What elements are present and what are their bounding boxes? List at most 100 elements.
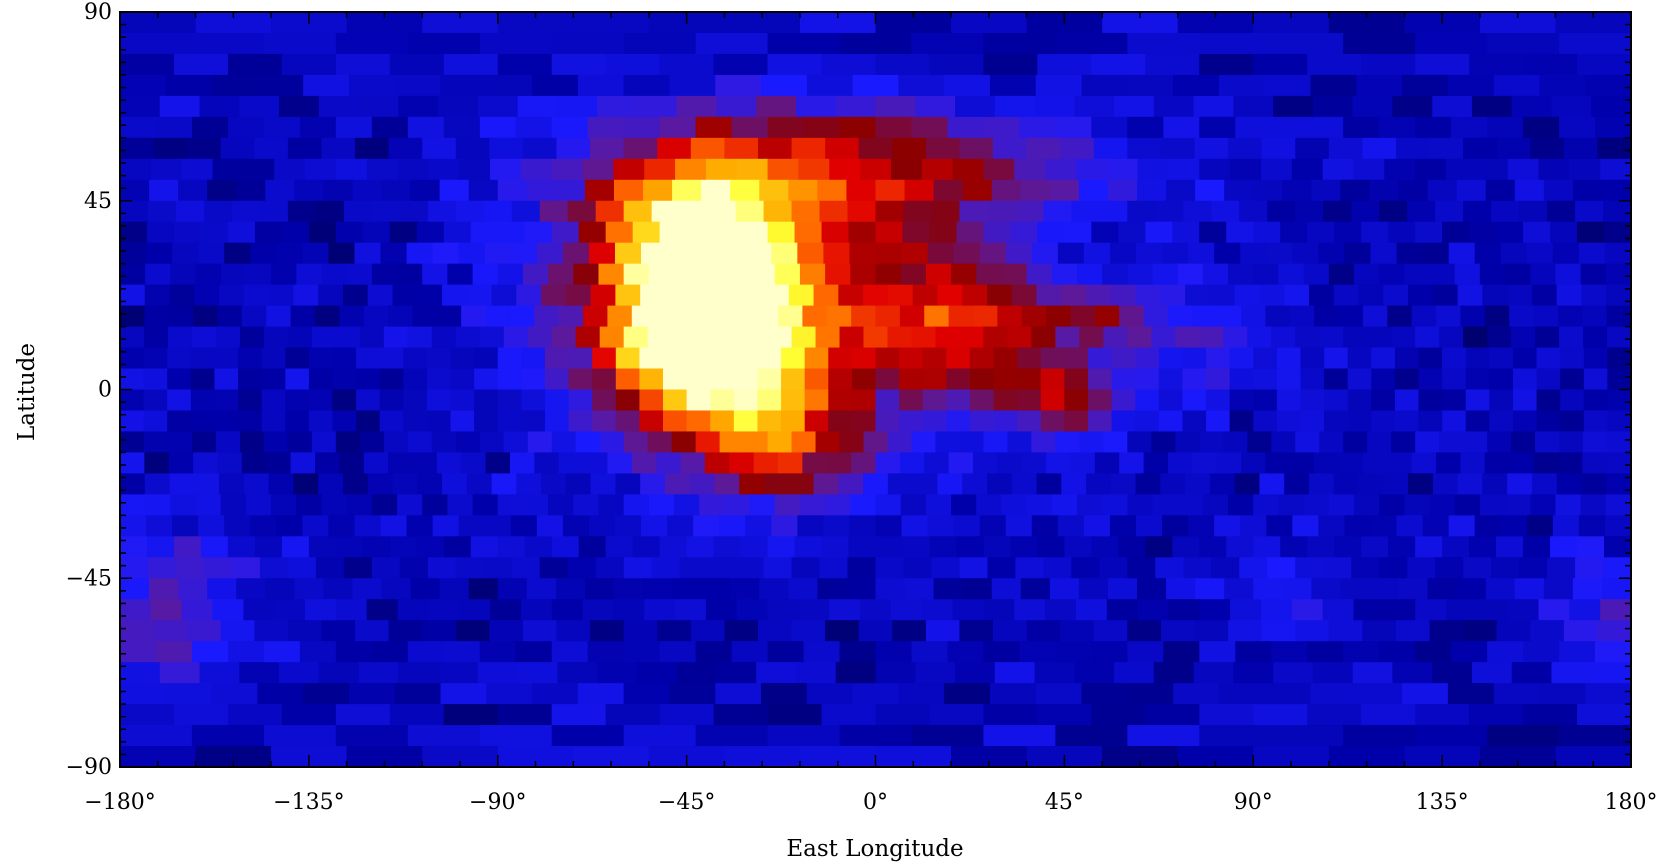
heatmap-cell [1119, 305, 1145, 328]
heatmap-cell [904, 578, 935, 600]
heatmap-cell [342, 473, 369, 495]
heatmap-cell [641, 515, 668, 537]
heatmap-cell [335, 431, 361, 454]
heatmap-cell [1158, 368, 1184, 391]
heatmap-cell [614, 515, 642, 537]
heatmap-cell [491, 284, 517, 307]
heatmap-cell [517, 95, 558, 118]
heatmap-cell [1307, 53, 1362, 76]
y-axis-title: Latitude [14, 343, 40, 441]
heatmap-cell [1017, 389, 1042, 412]
heatmap-cell [1384, 158, 1416, 181]
heatmap-cell [1415, 32, 1488, 55]
heatmap-cell [323, 578, 354, 600]
heatmap-cell [1303, 263, 1330, 286]
heatmap-cell [527, 431, 553, 454]
heatmap-cell [1307, 116, 1344, 139]
heatmap-cell [1035, 683, 1083, 705]
heatmap-cell [1160, 284, 1186, 307]
heatmap-cell [1195, 179, 1225, 202]
heatmap-cell [1093, 137, 1128, 160]
heatmap-cell [120, 431, 145, 454]
heatmap-cell [416, 536, 445, 558]
heatmap-cell [1155, 200, 1184, 223]
heatmap-cell [191, 32, 265, 55]
heatmap-cell [757, 389, 782, 412]
heatmap-cell [821, 704, 877, 726]
heatmap-cell [203, 200, 233, 223]
heatmap-cell [348, 683, 396, 705]
heatmap-cell [724, 137, 759, 160]
heatmap-cell [1145, 53, 1200, 76]
heatmap-cell [1253, 704, 1308, 726]
heatmap-cell [1211, 200, 1240, 223]
heatmap-cell [150, 158, 183, 181]
heatmap-cell [1463, 137, 1498, 160]
heatmap-cell [875, 557, 905, 579]
heatmap-cell [178, 578, 208, 600]
heatmap-cell [797, 515, 824, 537]
heatmap-cell [686, 410, 711, 433]
heatmap-cell [1343, 32, 1416, 55]
heatmap-cell [352, 578, 383, 600]
heatmap-cell [144, 473, 171, 495]
heatmap-cell [1583, 326, 1608, 349]
heatmap-cell [1328, 494, 1355, 516]
heatmap-cell [1476, 599, 1509, 621]
heatmap-cell [224, 515, 251, 537]
y-tick-label: 45 [84, 189, 112, 214]
heatmap-cell [170, 263, 197, 286]
heatmap-cell [767, 641, 805, 663]
heatmap-cell [474, 410, 499, 433]
heatmap-cell [976, 263, 1003, 286]
heatmap-cell [695, 116, 733, 139]
heatmap-cell [173, 221, 202, 244]
heatmap-cell [191, 116, 229, 139]
heatmap-cell [191, 725, 265, 747]
heatmap-cell [220, 263, 247, 286]
heatmap-cell [1037, 536, 1065, 558]
heatmap-cell [436, 305, 462, 328]
heatmap-cell [1194, 137, 1229, 160]
heatmap-cell [875, 95, 916, 118]
heatmap-cell [1291, 599, 1324, 621]
heatmap-cell [1241, 305, 1267, 328]
heatmap-cell [927, 242, 955, 265]
heatmap-cell [520, 599, 553, 621]
heatmap-cell [1338, 452, 1364, 474]
heatmap-cell [231, 557, 261, 579]
heatmap-cell [356, 410, 381, 433]
heatmap-cell [259, 200, 289, 223]
heatmap-cell [631, 305, 657, 328]
heatmap-cell [1407, 557, 1436, 579]
heatmap-cell [120, 242, 147, 265]
y-tick-label: −90 [66, 755, 112, 780]
heatmap-cell [851, 452, 877, 474]
heatmap-cell [875, 242, 903, 265]
heatmap-cell [1127, 431, 1152, 454]
heatmap-cell [1153, 95, 1195, 118]
heatmap-cell [1145, 536, 1173, 558]
heatmap-cell [1505, 263, 1531, 286]
heatmap-cell [379, 347, 404, 370]
heatmap-cell [1160, 473, 1186, 495]
heatmap-cell [426, 368, 452, 391]
heatmap-cell [1583, 431, 1608, 454]
heatmap-cell [203, 557, 233, 579]
heatmap-cell [1093, 620, 1128, 642]
heatmap-cell [479, 725, 553, 747]
heatmap-cell [983, 599, 1015, 621]
heatmap-cell [1193, 662, 1234, 684]
heatmap-cell [989, 683, 1037, 705]
heatmap-cell [1603, 557, 1632, 579]
heatmap-cell [392, 473, 418, 495]
heatmap-cell [472, 263, 499, 286]
heatmap-cell [1454, 494, 1481, 516]
heatmap-cell [1343, 431, 1368, 454]
heatmap-cell [1333, 284, 1360, 307]
heatmap-cell [149, 179, 179, 202]
heatmap-cell [781, 368, 806, 391]
heatmap-cell [491, 473, 517, 495]
heatmap-cell [1061, 473, 1087, 495]
